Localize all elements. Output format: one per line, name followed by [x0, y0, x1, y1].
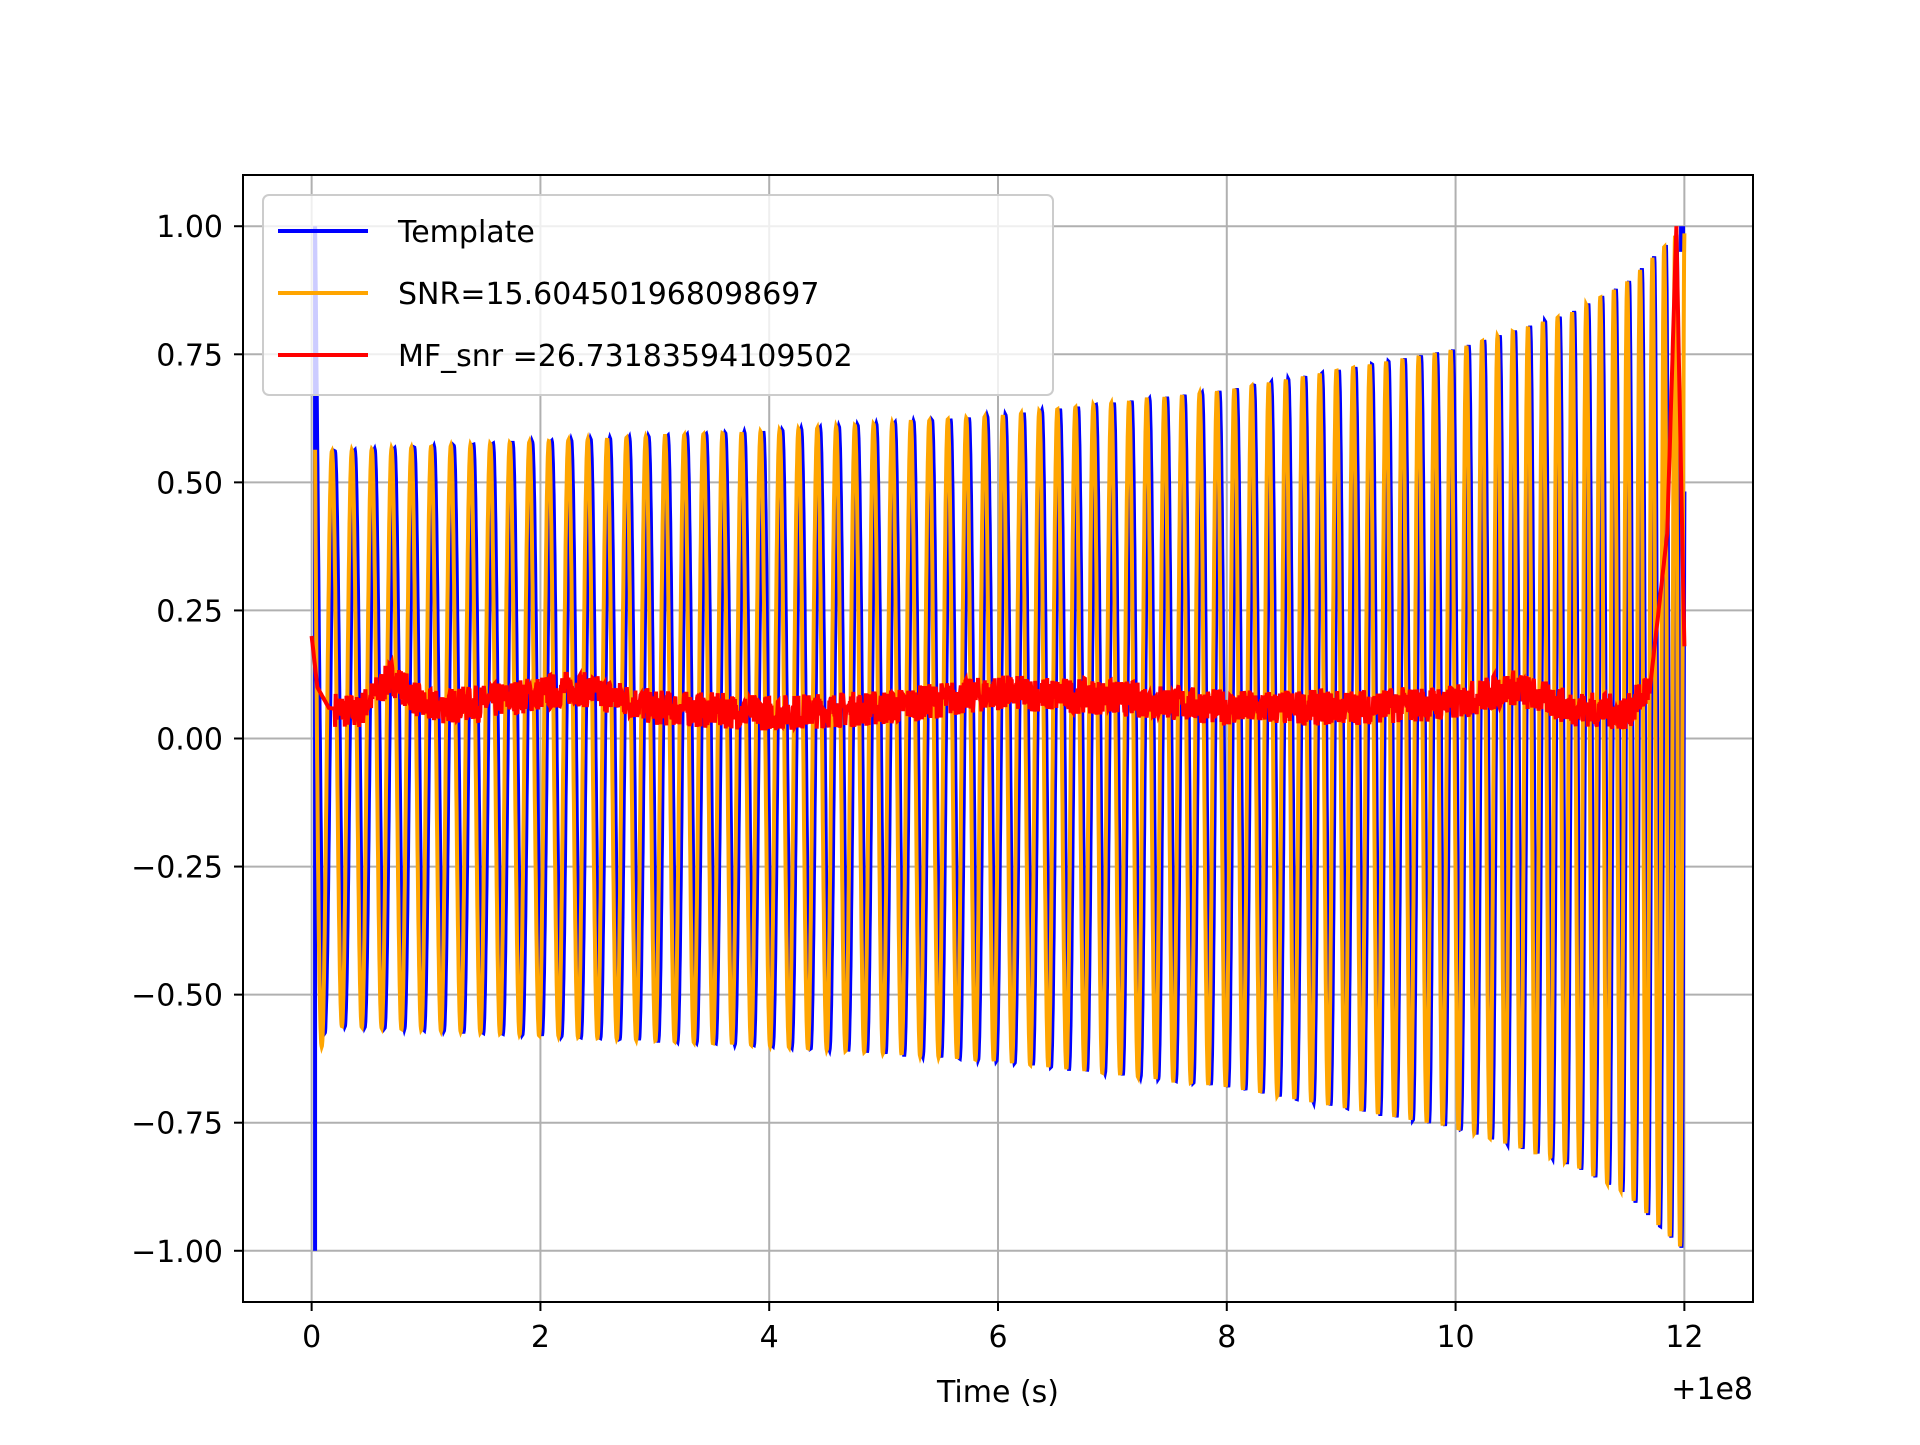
y-tick-label: 0.75 — [156, 338, 223, 373]
y-tick-label: −0.50 — [131, 979, 223, 1014]
y-tick-label: 0.25 — [156, 594, 223, 629]
ticks: 0 2 4 6 8 10 12 1.00 0.75 0.50 0.25 0.00 −0.25 −0.50 −… — [131, 210, 1703, 1355]
y-tick-label: 1.00 — [156, 210, 223, 245]
snr-series-line — [313, 233, 1687, 1247]
legend-label: MF_snr =26.73183594109502 — [398, 339, 853, 374]
x-tick-label: 10 — [1436, 1320, 1474, 1355]
x-tick-label: 8 — [1217, 1320, 1236, 1355]
x-tick-label: 6 — [988, 1320, 1007, 1355]
y-tick-label: −0.75 — [131, 1107, 223, 1142]
plot-area — [309, 226, 1687, 1251]
x-tick-label: 4 — [760, 1320, 779, 1355]
legend-label: Template — [397, 215, 535, 250]
x-axis-label: Time (s) — [936, 1375, 1059, 1410]
template-series-line — [313, 227, 1687, 1248]
x-tick-label: 2 — [531, 1320, 550, 1355]
legend-label: SNR=15.604501968098697 — [398, 277, 819, 312]
legend: Template SNR=15.604501968098697 MF_snr =26… — [262, 194, 1054, 396]
y-tick-label: −1.00 — [131, 1235, 223, 1270]
x-tick-label: 0 — [302, 1320, 321, 1355]
legend-box — [262, 194, 1054, 396]
mf-snr-series-line — [309, 226, 1687, 734]
y-tick-label: −0.25 — [131, 851, 223, 886]
y-tick-label: 0.50 — [156, 466, 223, 501]
x-tick-label: 12 — [1665, 1320, 1703, 1355]
y-tick-label: 0.00 — [156, 723, 223, 758]
x-axis-offset-label: +1e8 — [1671, 1372, 1753, 1407]
